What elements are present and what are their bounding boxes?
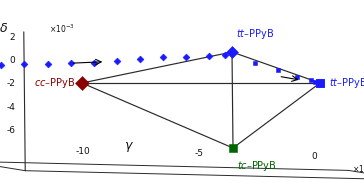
Text: -5: -5: [194, 149, 203, 158]
Text: $\mathit{tt}$–PPyB: $\mathit{tt}$–PPyB: [236, 27, 274, 41]
Text: $\delta$: $\delta$: [0, 22, 8, 35]
Text: $\mathit{cc}$–PPyB: $\mathit{cc}$–PPyB: [33, 76, 75, 90]
Text: 0: 0: [9, 56, 15, 65]
Text: 2: 2: [9, 33, 15, 42]
Text: -4: -4: [7, 103, 15, 112]
Text: $\mathit{tt}$–PPyB: $\mathit{tt}$–PPyB: [329, 76, 364, 90]
Text: 0: 0: [311, 152, 317, 161]
Text: -10: -10: [76, 147, 91, 156]
Text: -6: -6: [7, 126, 16, 135]
Text: -2: -2: [6, 79, 15, 88]
Text: $\mathit{tc}$–PPyB: $\mathit{tc}$–PPyB: [237, 159, 276, 173]
Text: $\gamma$: $\gamma$: [124, 140, 134, 154]
Text: $\times\mathregular{10}^{-3}$: $\times\mathregular{10}^{-3}$: [49, 22, 75, 35]
Text: $\times\mathregular{10}^{-3}$: $\times\mathregular{10}^{-3}$: [352, 163, 364, 175]
